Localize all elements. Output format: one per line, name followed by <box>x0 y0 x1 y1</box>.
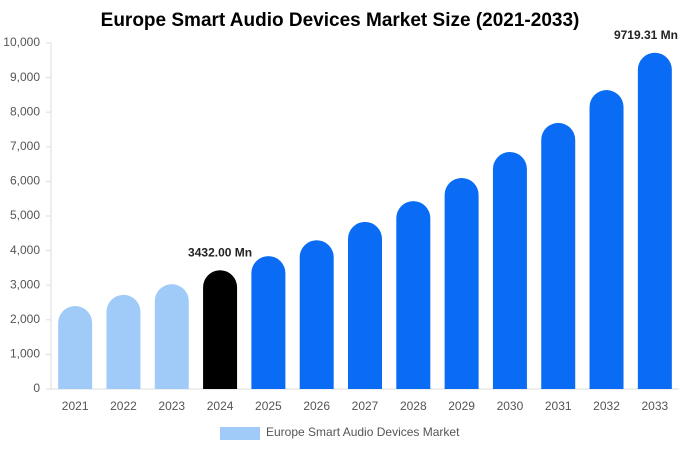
y-tick-label: 7,000 <box>10 139 40 153</box>
bar <box>444 177 479 389</box>
bar <box>589 90 624 389</box>
bar <box>58 305 93 389</box>
x-tick-label: 2033 <box>641 399 668 413</box>
y-tick-label: 3,000 <box>10 277 40 291</box>
y-tick-label: 4,000 <box>10 243 40 257</box>
x-tick-label: 2031 <box>545 399 572 413</box>
x-tick-label: 2029 <box>448 399 475 413</box>
y-tick-label: 6,000 <box>10 174 40 188</box>
legend-label: Europe Smart Audio Devices Market <box>266 425 460 439</box>
value-label: 3432.00 Mn <box>188 245 252 259</box>
bar <box>541 122 576 389</box>
bar <box>299 240 334 389</box>
x-tick-label: 2022 <box>110 399 137 413</box>
bar <box>348 221 382 389</box>
bar <box>203 270 238 389</box>
bar <box>396 201 431 389</box>
bar <box>154 284 189 389</box>
chart-title: Europe Smart Audio Devices Market Size (… <box>101 10 580 31</box>
x-tick-label: 2032 <box>593 399 620 413</box>
x-tick-label: 2025 <box>255 399 282 413</box>
x-tick-label: 2024 <box>207 399 234 413</box>
x-tick-label: 2023 <box>158 399 185 413</box>
y-tick-label: 8,000 <box>10 104 40 118</box>
y-tick-label: 2,000 <box>10 312 40 326</box>
y-tick-label: 9,000 <box>10 70 40 84</box>
value-label: 9719.31 Mn <box>614 28 678 42</box>
x-tick-label: 2021 <box>62 399 89 413</box>
legend-swatch <box>220 427 260 440</box>
x-tick-label: 2026 <box>303 399 330 413</box>
x-tick-label: 2028 <box>400 399 427 413</box>
bar <box>106 294 141 389</box>
bar <box>637 52 672 389</box>
y-tick-label: 1,000 <box>10 347 40 361</box>
x-tick-label: 2027 <box>352 399 379 413</box>
bar <box>251 256 286 389</box>
y-tick-label: 5,000 <box>10 208 40 222</box>
y-tick-label: 10,000 <box>3 35 40 49</box>
x-tick-label: 2030 <box>497 399 524 413</box>
bar <box>492 151 527 389</box>
y-tick-label: 0 <box>33 381 40 395</box>
